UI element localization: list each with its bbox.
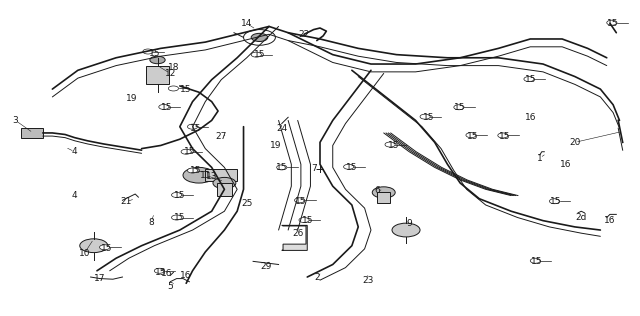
Polygon shape [146, 66, 169, 84]
Polygon shape [378, 192, 390, 204]
Circle shape [213, 177, 236, 189]
Circle shape [294, 198, 305, 203]
Text: 15: 15 [467, 131, 479, 141]
Circle shape [498, 133, 508, 138]
Text: 15: 15 [607, 19, 619, 28]
Circle shape [154, 268, 164, 273]
Text: 2d: 2d [575, 213, 587, 222]
Circle shape [183, 167, 215, 183]
Text: 5: 5 [168, 282, 173, 291]
Text: 16: 16 [559, 160, 571, 169]
Circle shape [80, 239, 108, 252]
Text: 27: 27 [216, 131, 227, 141]
Text: 25: 25 [241, 199, 252, 208]
Circle shape [150, 56, 165, 64]
Text: 15: 15 [190, 166, 202, 175]
Text: 16: 16 [525, 113, 536, 122]
Circle shape [100, 245, 109, 250]
Text: 15: 15 [525, 75, 536, 84]
Circle shape [299, 217, 309, 222]
Text: 7: 7 [311, 164, 317, 173]
Text: 15: 15 [180, 85, 192, 94]
Text: 15: 15 [499, 131, 511, 141]
Circle shape [549, 199, 559, 204]
Text: 19: 19 [126, 94, 138, 103]
Text: 6: 6 [374, 186, 380, 195]
Text: 9: 9 [406, 219, 412, 228]
Circle shape [420, 114, 430, 119]
Text: 16: 16 [180, 271, 192, 280]
Text: 15: 15 [301, 216, 313, 225]
Text: 14: 14 [241, 19, 252, 28]
Polygon shape [217, 183, 232, 196]
Text: 23: 23 [362, 276, 374, 285]
Text: 24: 24 [276, 124, 287, 133]
Polygon shape [282, 225, 307, 250]
Text: 10: 10 [79, 249, 90, 258]
Text: 19: 19 [269, 141, 281, 150]
Circle shape [168, 86, 179, 91]
Circle shape [344, 164, 354, 169]
Text: 22: 22 [298, 30, 310, 39]
Text: 15: 15 [100, 244, 112, 253]
Circle shape [159, 105, 169, 109]
Circle shape [392, 223, 420, 237]
Text: 12: 12 [164, 69, 176, 78]
Circle shape [251, 33, 268, 41]
Text: 15: 15 [174, 191, 186, 200]
Circle shape [385, 142, 395, 147]
Circle shape [181, 149, 191, 154]
Text: 15: 15 [148, 49, 160, 58]
Circle shape [454, 105, 464, 110]
Circle shape [188, 168, 198, 173]
Text: 15: 15 [388, 141, 399, 150]
Text: 13: 13 [206, 172, 218, 181]
Circle shape [172, 215, 182, 220]
Polygon shape [20, 128, 43, 138]
Text: 15: 15 [295, 198, 307, 206]
Text: 15: 15 [346, 163, 358, 172]
Text: 15: 15 [550, 198, 561, 206]
Text: 18: 18 [168, 63, 179, 72]
Text: 16: 16 [161, 270, 173, 278]
Text: 15: 15 [531, 257, 543, 266]
Text: 15: 15 [174, 213, 186, 222]
Circle shape [372, 187, 395, 198]
Text: 3: 3 [13, 116, 19, 125]
Text: 15: 15 [155, 268, 166, 277]
Text: 15: 15 [190, 124, 202, 133]
Text: 8: 8 [148, 218, 154, 227]
Text: 21: 21 [120, 198, 131, 206]
Polygon shape [205, 169, 237, 181]
Text: 15: 15 [276, 163, 287, 172]
Circle shape [276, 165, 287, 170]
Circle shape [466, 133, 476, 138]
Text: 29: 29 [260, 262, 271, 270]
Text: 1: 1 [537, 154, 543, 162]
Text: 15: 15 [161, 103, 173, 112]
Text: 15: 15 [454, 103, 466, 112]
Text: 15: 15 [253, 50, 265, 59]
Text: 11: 11 [200, 171, 211, 180]
Circle shape [188, 124, 198, 129]
Circle shape [143, 49, 153, 54]
Text: 17: 17 [95, 274, 106, 283]
Circle shape [607, 20, 617, 25]
Text: 15: 15 [184, 147, 195, 156]
Circle shape [251, 52, 261, 57]
Text: 4: 4 [72, 191, 77, 200]
Circle shape [172, 192, 182, 198]
Text: 4: 4 [72, 147, 77, 156]
Text: 16: 16 [604, 216, 616, 225]
Circle shape [524, 76, 534, 82]
Circle shape [531, 258, 540, 263]
Text: 26: 26 [292, 229, 303, 238]
Text: 2: 2 [314, 272, 319, 282]
Text: 20: 20 [569, 138, 580, 147]
Text: 15: 15 [422, 113, 434, 122]
